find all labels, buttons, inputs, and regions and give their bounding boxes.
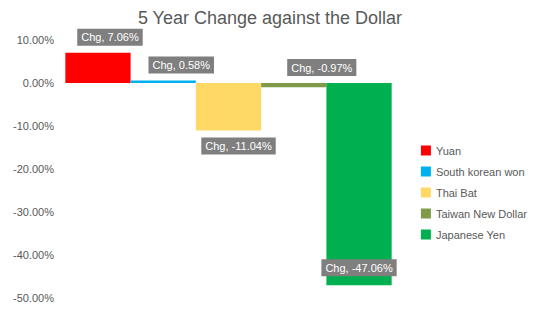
svg-text:Thai Bat: Thai Bat: [436, 187, 477, 199]
svg-text:Chg, -0.97%: Chg, -0.97%: [291, 62, 352, 74]
svg-text:South korean won: South korean won: [436, 166, 525, 178]
svg-text:Yuan: Yuan: [436, 145, 461, 157]
svg-text:-50.00%: -50.00%: [13, 292, 54, 304]
svg-text:10.00%: 10.00%: [17, 34, 55, 46]
svg-text:-10.00%: -10.00%: [13, 120, 54, 132]
svg-text:5 Year Change against the Doll: 5 Year Change against the Dollar: [138, 8, 402, 28]
svg-text:Taiwan New Dollar: Taiwan New Dollar: [436, 208, 527, 220]
svg-text:Chg, 7.06%: Chg, 7.06%: [81, 31, 139, 43]
svg-text:-30.00%: -30.00%: [13, 206, 54, 218]
svg-text:-20.00%: -20.00%: [13, 163, 54, 175]
svg-text:Chg, 0.58%: Chg, 0.58%: [152, 59, 210, 71]
svg-text:Chg, -11.04%: Chg, -11.04%: [205, 140, 272, 152]
svg-text:-40.00%: -40.00%: [13, 249, 54, 261]
svg-text:Chg, -47.06%: Chg, -47.06%: [325, 262, 392, 274]
svg-text:Japanese Yen: Japanese Yen: [436, 229, 505, 241]
svg-text:0.00%: 0.00%: [23, 77, 54, 89]
